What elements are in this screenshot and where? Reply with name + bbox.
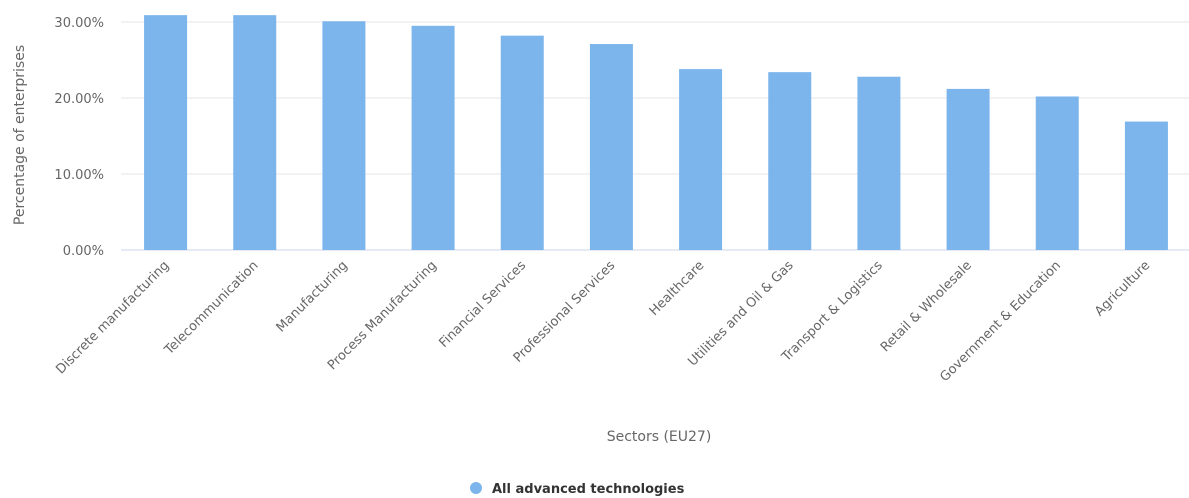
legend-label: All advanced technologies bbox=[492, 482, 685, 497]
bar bbox=[144, 15, 188, 250]
x-tick-label: Healthcare bbox=[647, 258, 708, 319]
y-axis-ticks: 0.00% 10.00% 20.00% 30.00% bbox=[54, 16, 104, 259]
x-tick-label: Retail & Wholesale bbox=[878, 258, 975, 355]
bar bbox=[1124, 121, 1168, 250]
x-tick-label: Transport & Logistics bbox=[779, 258, 886, 365]
x-tick-label: Financial Services bbox=[437, 258, 530, 351]
bar bbox=[857, 76, 901, 250]
y-tick-label: 0.00% bbox=[63, 244, 104, 259]
y-axis-title: Percentage of enterprises bbox=[12, 45, 28, 225]
x-tick-label: Telecommunication bbox=[161, 258, 261, 358]
bar bbox=[233, 15, 277, 250]
legend[interactable]: All advanced technologies bbox=[470, 482, 685, 497]
bars bbox=[144, 15, 1168, 251]
bar bbox=[322, 21, 366, 250]
bar bbox=[1035, 96, 1079, 250]
y-tick-label: 10.00% bbox=[54, 168, 104, 183]
bar bbox=[679, 69, 723, 251]
bar bbox=[500, 35, 544, 251]
x-axis-title: Sectors (EU27) bbox=[607, 429, 712, 445]
x-tick-label: Agriculture bbox=[1092, 258, 1153, 319]
bar bbox=[946, 88, 990, 250]
y-tick-label: 30.00% bbox=[54, 16, 104, 31]
x-tick-label: Professional Services bbox=[511, 258, 619, 366]
x-tick-label: Manufacturing bbox=[274, 258, 351, 335]
y-tick-label: 20.00% bbox=[54, 92, 104, 107]
bar bbox=[768, 72, 812, 250]
bar bbox=[411, 25, 455, 250]
legend-marker bbox=[470, 482, 482, 494]
bar bbox=[589, 44, 633, 250]
x-tick-label: Discrete manufacturing bbox=[53, 258, 172, 377]
gridlines bbox=[121, 21, 1189, 251]
